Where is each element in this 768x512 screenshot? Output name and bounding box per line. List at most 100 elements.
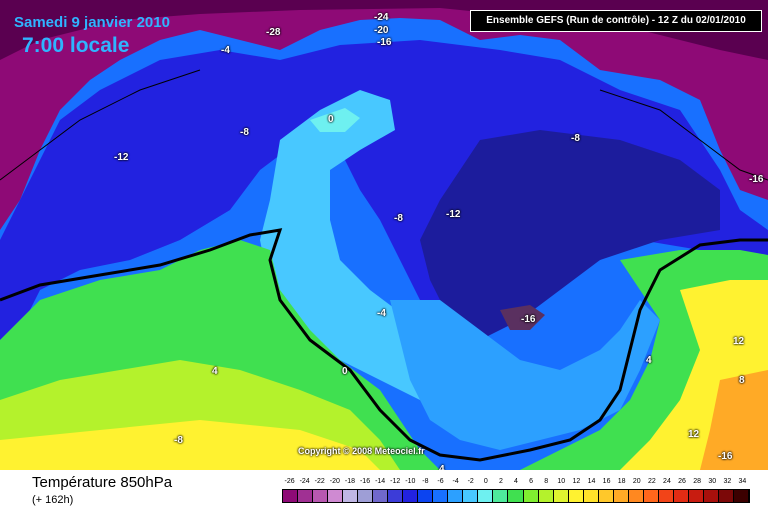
isotherm-label: 8	[739, 375, 745, 386]
scale-swatch	[658, 490, 674, 502]
mild-zone-europe	[390, 300, 660, 450]
warm-zone-subtropical	[0, 420, 380, 470]
scale-swatch	[283, 490, 299, 502]
scale-label: 8	[544, 478, 549, 485]
isotherm-zero	[0, 228, 768, 462]
scale-swatch	[448, 490, 464, 502]
scale-swatch	[298, 490, 314, 502]
scale-label: 10	[557, 478, 566, 485]
scale-label: -12	[390, 478, 401, 485]
scale-swatch	[523, 490, 539, 502]
isotherm-label: -4	[377, 308, 386, 319]
isotherm-line	[0, 69, 201, 181]
isotherm-line	[599, 89, 768, 181]
scale-label: 6	[529, 478, 534, 485]
scale-label: -20	[329, 478, 340, 485]
scale-label: 18	[617, 478, 626, 485]
lead-time: (+ 162h)	[32, 494, 74, 506]
isotherm-label: -16	[377, 37, 392, 48]
scale-label: 28	[693, 478, 702, 485]
scale-swatch	[733, 490, 749, 502]
scale-label: 12	[572, 478, 581, 485]
isotherm-label: -16	[718, 451, 733, 462]
scale-swatch	[403, 490, 419, 502]
scale-label: 24	[663, 478, 671, 485]
scale-label: -24	[299, 478, 310, 485]
warm-zone-east-orange	[700, 370, 768, 470]
scale-swatch	[433, 490, 449, 502]
scale-label: -2	[467, 478, 474, 485]
scale-swatch	[613, 490, 629, 502]
cold-pocket	[500, 305, 545, 330]
scale-label: -10	[405, 478, 416, 485]
isotherm-label: -20	[374, 25, 389, 36]
scale-swatch	[628, 490, 644, 502]
isotherm-label: 12	[733, 336, 745, 347]
scale-label: -8	[422, 478, 429, 485]
scale-label: -16	[359, 478, 371, 485]
isotherm-label: 0	[328, 114, 334, 125]
isotherm-label: 0	[342, 366, 348, 377]
scale-label: -18	[344, 478, 355, 485]
scale-label: 34	[738, 478, 747, 485]
warm-pocket-north	[310, 108, 360, 132]
run-info: Ensemble GEFS (Run de contrôle) - 12 Z d…	[470, 10, 762, 32]
scale-label: -14	[375, 478, 386, 485]
isotherm-label: 4	[439, 464, 445, 475]
scale-swatch	[688, 490, 704, 502]
scale-swatch	[358, 490, 374, 502]
scale-swatch	[568, 490, 584, 502]
scale-label: 14	[587, 478, 596, 485]
isotherm-label: -24	[374, 12, 389, 23]
scale-swatch	[373, 490, 389, 502]
scale-label: 16	[602, 478, 611, 485]
scale-label: 2	[498, 478, 503, 485]
scale-swatch	[313, 490, 329, 502]
scale-swatch	[418, 490, 434, 502]
scale-swatch	[583, 490, 599, 502]
scale-swatch	[328, 490, 344, 502]
isotherm-label: -12	[114, 152, 129, 163]
scale-swatch	[703, 490, 719, 502]
scale-label: 20	[632, 478, 641, 485]
scale-label: 0	[483, 478, 488, 485]
scale-swatch	[643, 490, 659, 502]
scale-swatch	[598, 490, 614, 502]
parameter-title: Température 850hPa	[32, 474, 173, 491]
scale-label: -6	[437, 478, 444, 485]
temperature-map	[0, 0, 768, 470]
isotherm-label: -4	[221, 45, 230, 56]
isotherm-label: 4	[646, 355, 652, 366]
scale-swatch	[718, 490, 734, 502]
scale-label: -4	[452, 478, 459, 485]
forecast-date: Samedi 9 janvier 2010	[14, 14, 170, 31]
scale-label: 4	[514, 478, 518, 485]
scale-label: 30	[708, 478, 717, 485]
isotherm-label: -16	[749, 174, 764, 185]
scale-label: -22	[314, 478, 325, 485]
scale-swatch	[463, 490, 479, 502]
scale-swatch	[478, 490, 494, 502]
scale-label: 26	[678, 478, 686, 485]
scale-swatch	[493, 490, 509, 502]
isotherm-label: 4	[212, 366, 218, 377]
isotherm-label: -28	[266, 27, 281, 38]
scale-label: 22	[647, 478, 656, 485]
color-scale-bar	[282, 489, 750, 503]
isotherm-label: -16	[521, 314, 536, 325]
scale-swatch	[388, 490, 404, 502]
isotherm-label: -12	[446, 209, 461, 220]
isotherm-label: -8	[394, 213, 403, 224]
scale-swatch	[673, 490, 689, 502]
scale-label: 32	[723, 478, 732, 485]
cold-zone-continent	[420, 130, 720, 340]
copyright-notice: Copyright © 2008 Meteociel.fr	[298, 446, 425, 456]
scale-swatch	[538, 490, 554, 502]
isotherm-label: -8	[571, 133, 580, 144]
scale-swatch	[553, 490, 569, 502]
scale-label: -26	[284, 478, 295, 485]
scale-swatch	[508, 490, 524, 502]
isotherm-label: -8	[240, 127, 249, 138]
isotherm-label: 12	[688, 429, 700, 440]
color-scale-labels: -26 -24 -22 -20 -18 -16 -14 -12 -10 -8 -6 -4 -2 0 2 4 6 8…	[282, 478, 750, 488]
